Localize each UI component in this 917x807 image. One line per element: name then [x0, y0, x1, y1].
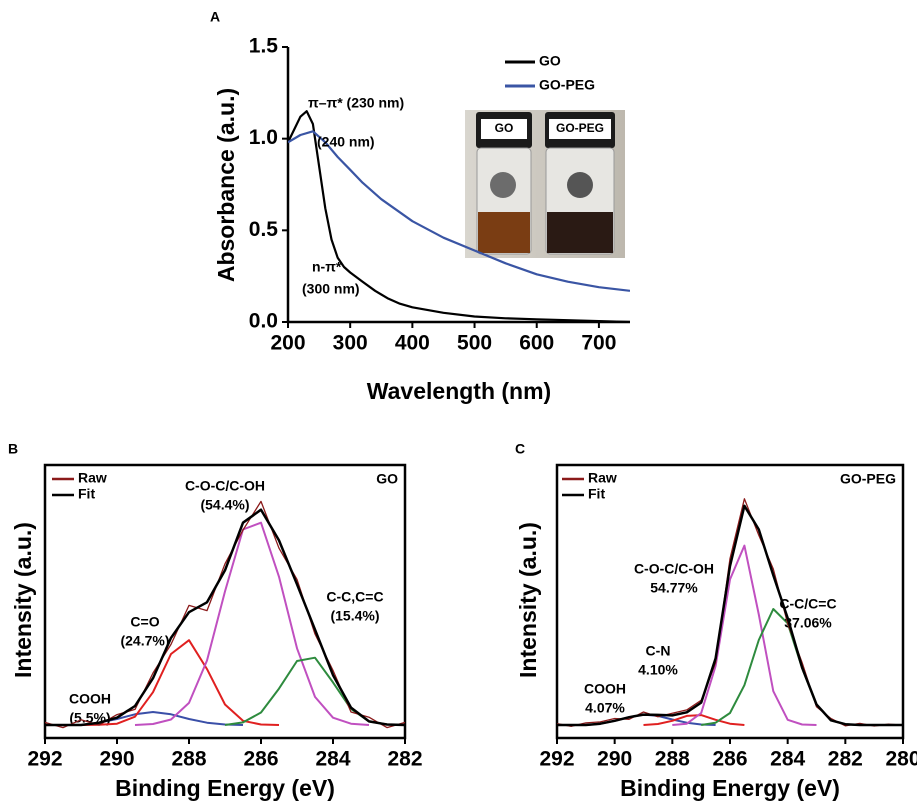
x-tick-label: 400 [395, 332, 430, 355]
annotation: π–π* (230 nm) [308, 95, 404, 111]
y-tick-label: 0.0 [249, 310, 278, 333]
y-tick-label: 1.0 [249, 126, 278, 149]
component-label: COOH [69, 691, 111, 707]
y-tick-label: 1.5 [249, 35, 279, 58]
axes-frame [555, 463, 905, 740]
component-share: 37.06% [784, 615, 832, 631]
y-axis-label: Intensity (a.u.) [10, 522, 36, 678]
component-share: 54.77% [650, 580, 698, 596]
annotation: (240 nm) [317, 134, 375, 150]
legend-label: GO [539, 53, 561, 69]
x-axis-label: Binding Energy (eV) [115, 775, 335, 801]
y-axis-label: Intensity (a.u.) [515, 522, 541, 678]
y-tick-label: 0.5 [249, 218, 279, 241]
y-axis-label: Absorbance (a.u.) [213, 88, 239, 282]
x-tick-label: 286 [243, 748, 278, 771]
x-tick-label: 288 [655, 748, 690, 771]
panel: A 200 300 400 500 600 700 0.0 0.5 1.0 1.5 Wavelengt… [210, 9, 630, 404]
component-label: C-C/C=C [779, 596, 836, 612]
legend-label: Fit [588, 486, 605, 502]
component-curve [134, 521, 370, 726]
component-share: (15.4%) [330, 608, 379, 624]
x-axis-label: Wavelength (nm) [367, 378, 551, 404]
x-tick-label: 282 [387, 748, 422, 771]
inset-label: GO-PEG [556, 121, 604, 135]
x-tick-label: 282 [828, 748, 863, 771]
panel-tag: GO-PEG [840, 471, 896, 487]
legend-label: Fit [78, 486, 95, 502]
x-tick-label: 292 [27, 748, 62, 771]
series-line [45, 508, 405, 727]
component-curve [224, 656, 405, 726]
axes-frame [43, 463, 407, 740]
inset-photo [465, 110, 625, 258]
series-line [557, 498, 903, 727]
series-line [288, 130, 630, 292]
x-tick-label: 290 [597, 748, 632, 771]
panel-letter: B [8, 441, 18, 457]
component-curve [643, 714, 745, 726]
panel-letter: C [515, 441, 525, 457]
series-line [557, 504, 903, 727]
inset-label: GO [495, 121, 514, 135]
x-tick-label: 288 [171, 748, 206, 771]
x-tick-label: 600 [519, 332, 554, 355]
panel: B 292 290 288 286 284 282 Binding Energy (eV) In… [8, 441, 423, 801]
legend-label: Raw [588, 470, 617, 486]
component-label: COOH [584, 681, 626, 697]
x-tick-label: 280 [885, 748, 917, 771]
x-tick-label: 290 [99, 748, 134, 771]
annotation: n-π* [312, 259, 342, 275]
annotation: (300 nm) [302, 281, 360, 297]
panel-letter: A [210, 9, 220, 25]
x-tick-label: 284 [770, 748, 805, 771]
component-label: C-N [646, 643, 671, 659]
component-label: C-C,C=C [326, 589, 383, 605]
x-tick-label: 286 [712, 748, 747, 771]
component-label: C-O-C/C-OH [634, 561, 714, 577]
component-label: C=O [130, 614, 159, 630]
x-tick-label: 284 [315, 748, 350, 771]
component-share: 4.07% [585, 700, 625, 716]
series-line [288, 110, 630, 322]
panel: C 292 290 288 286 284 282 280 Binding Energy (eV… [515, 441, 917, 801]
x-tick-label: 292 [539, 748, 574, 771]
legend-label: GO-PEG [539, 77, 595, 93]
component-share: (24.7%) [120, 633, 169, 649]
x-tick-label: 700 [581, 332, 616, 355]
x-axis-label: Binding Energy (eV) [620, 775, 840, 801]
component-share: (54.4%) [200, 497, 249, 513]
component-label: C-O-C/C-OH [185, 478, 265, 494]
x-tick-label: 300 [333, 332, 368, 355]
panel-tag: GO [376, 471, 398, 487]
component-curve [672, 544, 817, 726]
component-share: 4.10% [638, 662, 678, 678]
x-tick-label: 200 [270, 332, 305, 355]
x-tick-label: 500 [457, 332, 492, 355]
legend-label: Raw [78, 470, 107, 486]
